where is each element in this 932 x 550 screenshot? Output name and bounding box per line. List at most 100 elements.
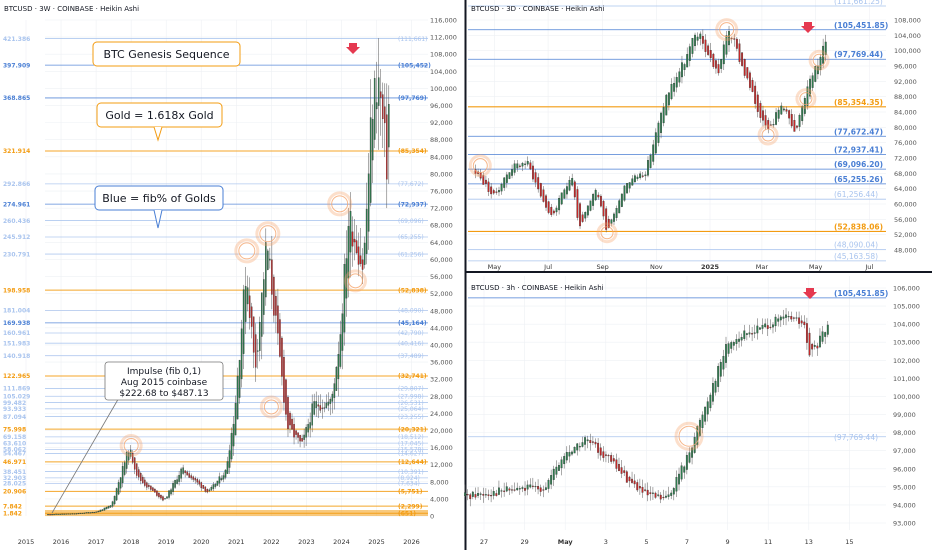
candle-body-main xyxy=(133,457,136,470)
main-chart: 116,000 112,000 108,000 104,000 100,000 96,00… xyxy=(3,5,457,546)
candle-body-3h xyxy=(633,480,636,485)
candle-body-3d xyxy=(681,62,683,78)
candle-body-main xyxy=(113,496,116,505)
candle-body-3h xyxy=(792,317,795,319)
candle-body-3h xyxy=(625,471,628,483)
candle-body-main xyxy=(347,226,350,279)
candle-body-3d xyxy=(482,175,485,185)
y-tick-label: 106,000 xyxy=(893,285,920,293)
fib-level-right-label: (45,164) xyxy=(398,320,427,327)
candle-body-3h xyxy=(479,493,482,495)
fib-level-left-label: 122.965 xyxy=(3,373,30,380)
candle-body-3d xyxy=(592,194,595,206)
x-tick-label: 2024 xyxy=(333,538,350,546)
fib-level-left-label: 46.971 xyxy=(3,459,26,466)
fib-level-left-label: 368.865 xyxy=(3,95,30,102)
candle-body-main xyxy=(265,242,267,298)
candle-body-main xyxy=(236,375,239,420)
candle-body-3h xyxy=(698,419,701,436)
x-tick-label: 2017 xyxy=(88,538,105,546)
candle-body-main xyxy=(196,478,199,483)
fib-level-right-label: (27,998) xyxy=(398,393,424,400)
candle-body-main xyxy=(327,401,330,406)
candle-body-3h xyxy=(578,446,581,448)
y-tick-label: 4,000 xyxy=(430,495,449,503)
candle-body-3h xyxy=(636,482,639,491)
y-tick-label: 60,000 xyxy=(430,256,453,264)
y-tick-label: 104,000 xyxy=(893,321,920,329)
candle-body-main xyxy=(142,476,144,483)
candle-body-main xyxy=(365,208,368,254)
candle-body-3h xyxy=(688,452,691,463)
candle-body-3d xyxy=(539,183,542,197)
candle-body-3d xyxy=(686,54,689,68)
candle-body-3h xyxy=(753,332,756,334)
fib-level-left-label: 28.025 xyxy=(3,481,26,488)
candle-body-3h xyxy=(589,440,592,444)
candle-body-3h xyxy=(764,323,767,328)
candle-body-3d xyxy=(759,103,762,118)
candle-body-3d xyxy=(511,169,513,176)
candle-body-main xyxy=(295,430,297,435)
y-tick-label: 108,000 xyxy=(894,17,921,25)
highlight-circle-inner xyxy=(123,437,139,453)
candle-body-3h xyxy=(464,492,466,497)
candle-body-main xyxy=(202,485,205,489)
highlight-circle-inner xyxy=(600,226,614,240)
y-tick-label: 20,000 xyxy=(430,427,453,435)
fib-level-label: (105,451.85) xyxy=(834,289,888,298)
candle-body-3h xyxy=(560,459,563,469)
candle-body-3d xyxy=(673,82,676,92)
candle-body-3h xyxy=(521,487,524,489)
candle-body-main xyxy=(166,496,168,499)
candle-body-main xyxy=(271,259,273,295)
candle-body-main xyxy=(252,316,255,353)
x-tick-label: Jul xyxy=(864,263,873,271)
highlight-circle-inner xyxy=(347,273,363,289)
candle-body-3d xyxy=(780,105,783,115)
y-tick-label: 105,000 xyxy=(893,303,920,311)
candle-body-3d xyxy=(542,189,545,202)
fib-level-right-label: (61,256) xyxy=(398,251,424,258)
candle-body-3h xyxy=(594,441,597,445)
candle-body-main xyxy=(176,479,178,484)
candle-body-3d xyxy=(607,218,610,229)
y-tick-label: 80,000 xyxy=(894,124,917,132)
candle-body-3h xyxy=(727,343,730,354)
candle-body-3h xyxy=(537,486,540,490)
candle-body-3h xyxy=(612,458,615,462)
candle-body-main xyxy=(256,350,259,352)
candle-body-main xyxy=(373,78,376,140)
y-tick-label: 16,000 xyxy=(430,444,453,452)
fib-level-left-label: 198.958 xyxy=(3,287,30,294)
gold-label-pointer xyxy=(153,126,163,142)
fib-level-right-label: (111,661) xyxy=(398,36,428,43)
candle-body-main xyxy=(226,461,229,474)
candle-body-3d xyxy=(605,208,608,230)
candle-body-3h xyxy=(471,491,474,497)
candle-body-3d xyxy=(775,112,778,125)
candle-body-main xyxy=(131,453,134,463)
candle-body-main xyxy=(212,484,215,489)
candle-body-3d xyxy=(754,85,757,104)
candle-body-3h xyxy=(740,337,743,341)
candle-body-3d xyxy=(707,45,710,55)
candle-body-3d xyxy=(803,98,806,114)
candle-body-main xyxy=(152,487,154,491)
candle-body-3h xyxy=(712,383,714,402)
y-tick-label: 0 xyxy=(430,513,434,521)
candle-body-3h xyxy=(638,486,641,489)
candle-body-3h xyxy=(490,495,493,497)
main-chart-title: BTCUSD · 3W · COINBASE · Heikin Ashi xyxy=(4,5,139,13)
candle-body-main xyxy=(117,482,120,495)
candle-body-3h xyxy=(526,484,529,490)
down-arrow-icon xyxy=(801,22,815,33)
candle-body-3h xyxy=(691,447,694,458)
candle-body-main xyxy=(287,396,289,430)
candle-body-main xyxy=(89,512,92,514)
candle-body-3h xyxy=(524,487,526,491)
highlight-circle xyxy=(259,395,283,419)
fib-level-label: (65,255.26) xyxy=(834,175,883,184)
fib-level-right-label: (14,627) xyxy=(398,451,424,458)
candle-body-3h xyxy=(544,487,547,490)
